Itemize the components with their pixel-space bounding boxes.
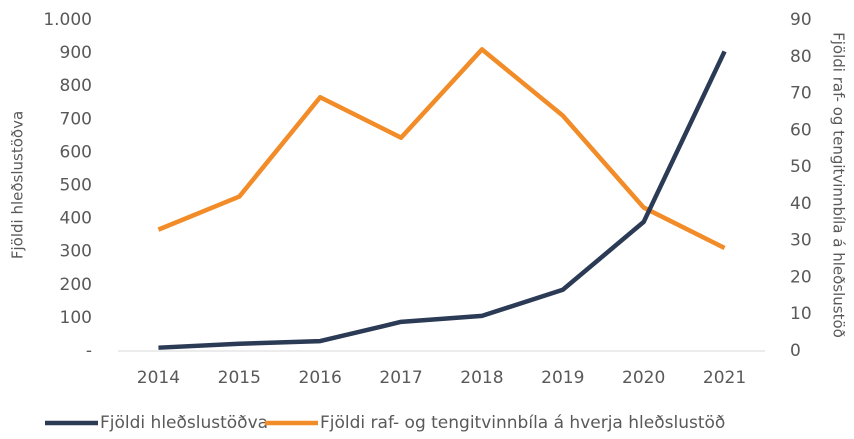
- y-tick-label: 100: [60, 308, 92, 328]
- y2-tick-label: 80: [790, 47, 812, 67]
- series-line: [157, 47, 726, 251]
- y-tick-label: 900: [60, 43, 92, 63]
- legend-label: Fjöldi raf- og tengitvinnbíla á hverja h…: [320, 413, 725, 433]
- y-tick-label: 300: [60, 242, 92, 262]
- x-tick-label: 2017: [379, 368, 422, 388]
- x-tick-label: 2021: [703, 368, 746, 388]
- y2-tick-label: 10: [790, 304, 812, 324]
- x-tick-label: 2015: [218, 368, 261, 388]
- y2-tick-label: 50: [790, 157, 812, 177]
- y-tick-label: 200: [60, 275, 92, 295]
- series-line: [158, 50, 727, 350]
- y-tick-label: 600: [60, 142, 92, 162]
- y-tick-label: 400: [60, 209, 92, 229]
- y-tick-label: 800: [60, 76, 92, 96]
- y-tick-label: -: [86, 341, 92, 361]
- x-tick-label: 2019: [541, 368, 584, 388]
- y2-tick-label: 90: [790, 10, 812, 30]
- y2-tick-label: 40: [790, 194, 812, 214]
- y-tick-label: 700: [60, 109, 92, 129]
- y2-tick-label: 60: [790, 120, 812, 140]
- legend-label: Fjöldi hleðslustöðva: [100, 413, 268, 433]
- y2-tick-label: 70: [790, 84, 812, 104]
- x-tick-label: 2014: [137, 368, 180, 388]
- y-tick-label: 1.000: [43, 10, 92, 30]
- y2-tick-label: 30: [790, 231, 812, 251]
- x-tick-label: 2018: [460, 368, 503, 388]
- x-tick-label: 2020: [622, 368, 665, 388]
- x-tick-label: 2016: [299, 368, 342, 388]
- y2-tick-label: 20: [790, 267, 812, 287]
- y-axis-label: Fjöldi hleðslustöðva: [9, 111, 27, 259]
- y2-tick-label: 0: [790, 341, 801, 361]
- y-tick-label: 500: [60, 176, 92, 196]
- y2-axis-label: Fjöldi raf- og tengitvinnbíla á hleðslus…: [830, 32, 848, 338]
